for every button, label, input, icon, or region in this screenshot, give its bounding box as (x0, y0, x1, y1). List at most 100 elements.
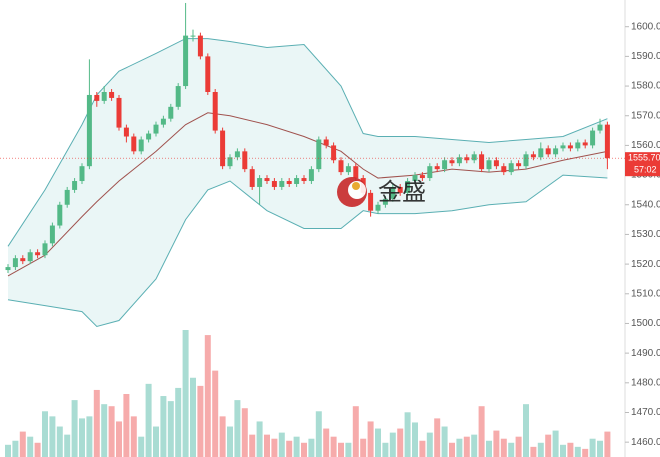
candle-body (338, 160, 344, 173)
volume-bar (500, 438, 507, 457)
y-tick-label: 1600.00 (631, 21, 660, 32)
candle-body (42, 243, 48, 256)
volume-bar (86, 416, 93, 457)
candle-body (375, 204, 381, 211)
candle-body (131, 136, 137, 152)
volume-bar (175, 387, 182, 457)
volume-bar (264, 434, 270, 457)
countdown-label: 57:02 (634, 165, 657, 175)
volume-bar (582, 448, 589, 457)
volume-bar (101, 404, 108, 457)
volume-bar (227, 426, 233, 457)
volume-bar (93, 389, 100, 457)
candle-body (590, 130, 596, 146)
candle-body (353, 166, 359, 179)
candle-body (109, 91, 115, 98)
candle-body (190, 35, 196, 37)
volume-bar (108, 406, 115, 457)
candle-body (427, 166, 433, 179)
last-price-box (625, 152, 660, 177)
candle-body (220, 130, 226, 167)
candle-body (308, 169, 314, 182)
volume-bar (560, 444, 566, 457)
candle-body (86, 94, 92, 167)
volume-bar (360, 438, 367, 457)
volume-bar (116, 421, 122, 457)
candle-body (553, 148, 559, 155)
candle-body (390, 186, 396, 199)
candle-body (471, 154, 477, 161)
candle-body (582, 142, 588, 146)
candle-body (493, 160, 499, 167)
candle-body (345, 166, 351, 173)
band-fill (8, 38, 608, 327)
candle-body (227, 157, 233, 167)
candle-body (301, 178, 307, 182)
candle-body (138, 139, 144, 152)
candle-body (464, 157, 470, 161)
volume-bar (471, 434, 478, 457)
y-tick-label: 1590.00 (631, 51, 660, 62)
candle-body (508, 163, 514, 173)
candle-body (5, 267, 11, 271)
candle-body (64, 189, 70, 205)
axis-bg (625, 0, 660, 457)
candle-body (249, 169, 255, 187)
candle-body (479, 154, 485, 170)
volume-bar (212, 370, 219, 457)
volume-bar (493, 430, 500, 457)
band-lower (7, 174, 608, 327)
candle-body (146, 133, 152, 140)
volume-bar (330, 436, 337, 457)
volume-bar (345, 442, 352, 457)
candle-body (212, 91, 218, 131)
candle-body (382, 198, 388, 205)
volume-bar (293, 436, 300, 457)
volume-bar (190, 377, 196, 457)
candle-body (501, 166, 507, 173)
volume-bar (367, 421, 374, 457)
candle-body (264, 178, 270, 182)
candle-body (116, 97, 122, 128)
candle-body (316, 139, 322, 170)
candle-body (434, 166, 440, 170)
volume-bar (352, 406, 359, 457)
volume-bar (338, 442, 344, 457)
volume-bar (12, 440, 19, 457)
volume-bar (160, 396, 167, 457)
volume-bar (49, 416, 56, 457)
candle-body (294, 178, 300, 184)
y-tick-label: 1540.00 (631, 199, 660, 210)
volume-bar (382, 442, 389, 457)
volume-bar (42, 411, 48, 457)
volume-bar (434, 418, 441, 457)
volume-bar (241, 408, 248, 457)
candle-body (72, 181, 78, 190)
watermark: 金盛 (337, 177, 426, 207)
y-tick-label: 1460.00 (631, 437, 660, 448)
last-price-label: 1555.70 (628, 153, 660, 163)
volume-bar (153, 426, 159, 457)
candle-body (271, 181, 277, 187)
candle-body (567, 145, 573, 149)
volume-bar (456, 438, 463, 457)
volume-bar (308, 438, 315, 457)
volume-bar (182, 330, 189, 457)
volume-bar (545, 434, 552, 457)
y-tick-label: 1470.00 (631, 407, 660, 418)
volume-bar (486, 440, 492, 457)
volume-bar (404, 412, 411, 457)
volume-bar (234, 400, 241, 457)
candle-body (545, 148, 551, 155)
y-tick-label: 1480.00 (631, 377, 660, 388)
volume-bar (574, 446, 581, 457)
candle-body (412, 175, 418, 182)
candle-body (523, 154, 529, 167)
volume-bar (27, 436, 34, 457)
volume-bar (5, 444, 11, 457)
volume-bar (301, 442, 307, 457)
volume-bar (537, 442, 544, 457)
y-tick-label: 1570.00 (631, 110, 660, 121)
y-tick-label: 1510.00 (631, 288, 660, 299)
band-upper (7, 38, 608, 247)
